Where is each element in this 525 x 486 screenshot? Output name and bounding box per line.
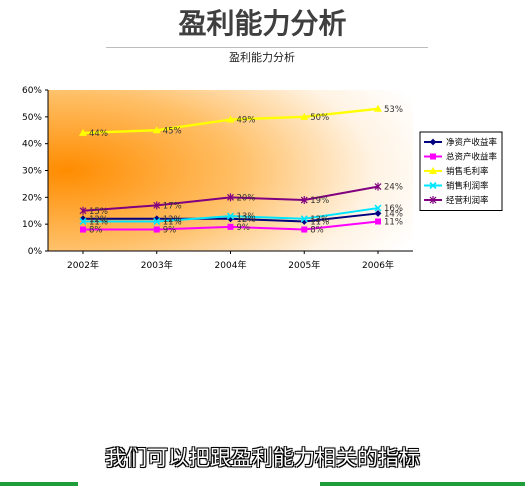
data-label: 50% bbox=[310, 113, 329, 123]
data-point bbox=[80, 226, 86, 233]
data-label: 9% bbox=[237, 223, 251, 233]
x-tick-label: 2006年 bbox=[362, 259, 394, 271]
chart-title: 盈利能力分析 bbox=[229, 50, 295, 64]
data-label: 45% bbox=[163, 126, 182, 136]
data-label: 17% bbox=[163, 201, 182, 211]
data-point bbox=[429, 138, 437, 146]
data-point bbox=[429, 181, 437, 190]
progress-bar-right bbox=[320, 482, 525, 486]
data-point bbox=[374, 182, 382, 191]
data-point bbox=[301, 226, 308, 233]
data-label: 49% bbox=[237, 116, 256, 126]
legend-label: 净资产收益率 bbox=[446, 137, 498, 148]
data-label: 15% bbox=[89, 207, 108, 217]
data-label: 44% bbox=[89, 129, 108, 139]
data-label: 9% bbox=[163, 226, 177, 236]
data-label: 19% bbox=[310, 196, 329, 206]
y-tick-label: 30% bbox=[22, 167, 42, 177]
data-label: 8% bbox=[89, 226, 103, 236]
data-point bbox=[152, 126, 161, 134]
data-point bbox=[300, 196, 308, 205]
data-point bbox=[375, 218, 381, 225]
data-point bbox=[429, 196, 437, 204]
y-tick-label: 50% bbox=[22, 113, 42, 123]
data-label: 12% bbox=[89, 215, 108, 225]
data-point bbox=[226, 115, 235, 123]
data-point bbox=[79, 128, 87, 136]
data-label: 20% bbox=[237, 193, 256, 203]
data-point bbox=[227, 215, 234, 223]
y-tick-label: 60% bbox=[22, 86, 42, 96]
data-point bbox=[227, 193, 234, 202]
x-tick-label: 2005年 bbox=[288, 259, 320, 271]
data-point bbox=[374, 204, 382, 212]
data-label: 14% bbox=[384, 209, 403, 219]
data-point bbox=[374, 104, 382, 112]
legend-label: 总资产收益率 bbox=[446, 152, 498, 163]
data-label: 11% bbox=[163, 217, 182, 227]
data-point bbox=[153, 226, 160, 233]
data-label: 12% bbox=[310, 215, 329, 225]
data-label: 24% bbox=[384, 183, 403, 193]
data-point bbox=[300, 218, 308, 225]
data-label: 11% bbox=[384, 217, 403, 227]
data-point bbox=[227, 223, 234, 230]
legend-label: 销售毛利率 bbox=[446, 166, 489, 177]
x-tick-label: 2002年 bbox=[67, 259, 99, 271]
data-point bbox=[374, 210, 382, 217]
data-label: 12% bbox=[163, 215, 182, 225]
data-label: 13% bbox=[237, 212, 256, 222]
y-tick-label: 10% bbox=[22, 220, 42, 230]
data-point bbox=[300, 112, 309, 120]
y-tick-label: 0% bbox=[28, 247, 43, 257]
data-point bbox=[300, 215, 308, 223]
data-point bbox=[226, 212, 235, 220]
data-label: 11% bbox=[89, 217, 108, 227]
y-tick-label: 40% bbox=[22, 140, 42, 150]
x-tick-label: 2003年 bbox=[141, 259, 173, 271]
data-point bbox=[153, 201, 161, 210]
data-label: 8% bbox=[310, 226, 324, 236]
data-label: 16% bbox=[384, 204, 403, 214]
progress-bar-left bbox=[0, 482, 78, 486]
data-point bbox=[79, 217, 87, 226]
data-point bbox=[79, 206, 87, 215]
data-label: 53% bbox=[384, 105, 403, 115]
data-label: 11% bbox=[310, 217, 329, 227]
legend-label: 经营利润率 bbox=[446, 195, 489, 206]
data-label: 12% bbox=[237, 215, 256, 225]
video-subtitle: 我们可以把跟盈利能力相关的指标 bbox=[105, 446, 420, 470]
data-point bbox=[430, 153, 436, 160]
watermark: nansuyong bbox=[330, 453, 408, 469]
slide-title: 盈利能力分析 bbox=[178, 7, 347, 40]
y-tick-label: 20% bbox=[22, 193, 42, 203]
data-point bbox=[429, 167, 437, 174]
legend-label: 销售利润率 bbox=[446, 181, 489, 192]
data-point bbox=[153, 217, 161, 226]
x-tick-label: 2004年 bbox=[215, 259, 247, 271]
title-divider bbox=[106, 47, 428, 48]
